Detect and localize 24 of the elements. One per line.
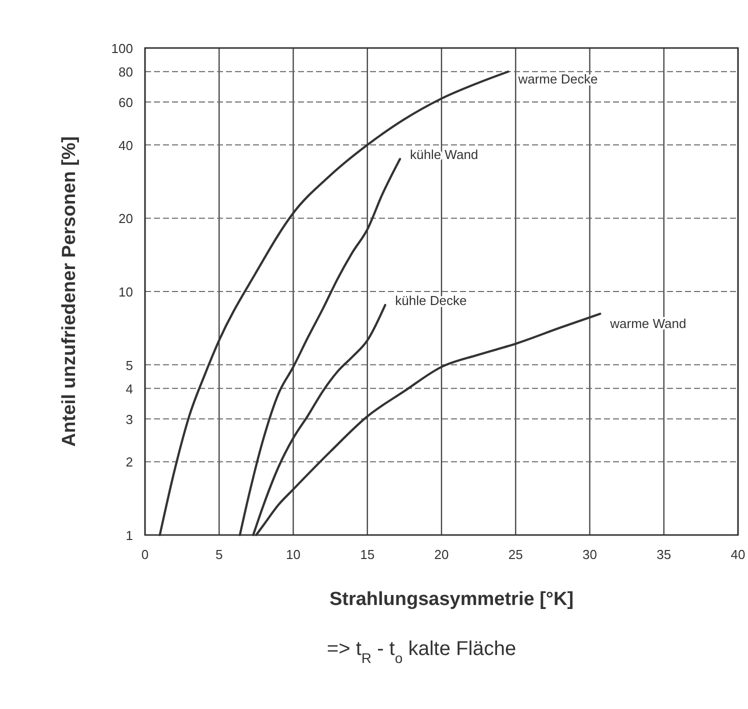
x-axis-title: Strahlungsasymmetrie [°K] xyxy=(329,589,574,610)
y-tick-label: 5 xyxy=(126,358,133,373)
text: => t$_{R}$ - t$_{o}$ kalte Fläche xyxy=(326,638,516,666)
x-tick-label: 20 xyxy=(434,547,449,562)
x-tick-label: 30 xyxy=(582,547,597,562)
x-tick-label: 35 xyxy=(656,547,672,562)
y-axis-title: Anteil unzufriedener Personen [%] xyxy=(59,136,80,447)
y-tick-label: 40 xyxy=(118,138,133,153)
x-tick-label: 25 xyxy=(508,547,523,562)
series-label: kühle Wand xyxy=(410,147,478,162)
x-tick-label: 5 xyxy=(216,547,223,562)
y-tick-label: 100 xyxy=(111,41,133,56)
x-tick-label: 40 xyxy=(730,547,746,562)
y-tick-label: 4 xyxy=(126,381,133,396)
y-tick-label: 2 xyxy=(126,454,133,470)
y-tick-label: 3 xyxy=(126,412,133,427)
y-tick-label: 20 xyxy=(118,211,133,226)
y-tick-label: 60 xyxy=(118,95,133,110)
y-tick-label: 1 xyxy=(126,528,133,543)
x-tick-label: 0 xyxy=(141,547,149,562)
x-tick-label: 10 xyxy=(286,547,300,562)
y-tick-label: 10 xyxy=(118,284,133,300)
y-tick-label: 80 xyxy=(118,64,133,80)
x-tick-label: 15 xyxy=(360,547,375,562)
